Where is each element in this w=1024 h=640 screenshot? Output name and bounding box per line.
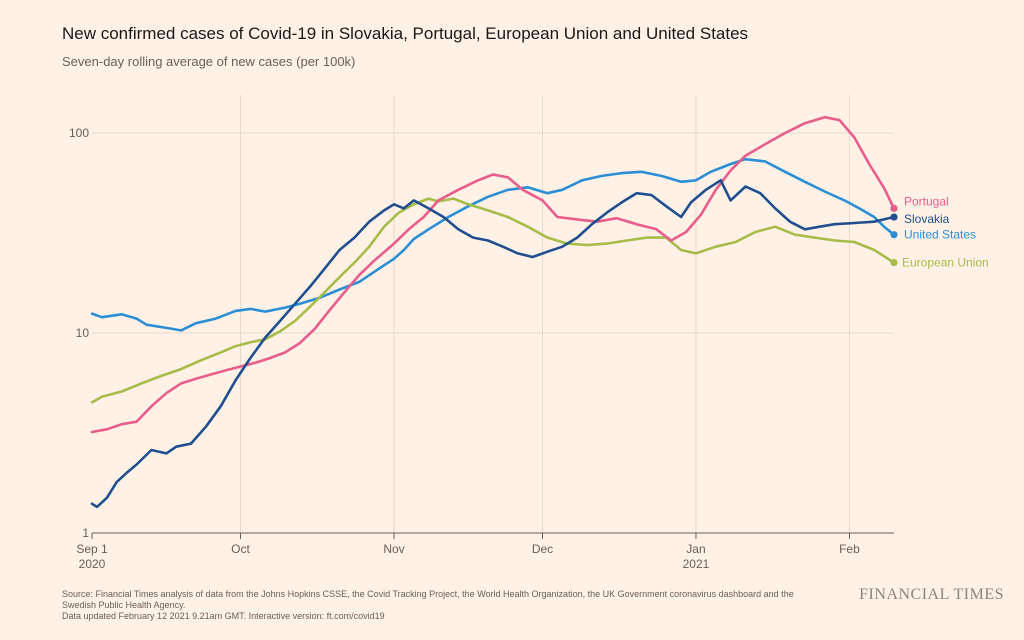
chart-title: New confirmed cases of Covid-19 in Slova… — [62, 24, 749, 43]
ft-logo: FINANCIAL TIMES — [859, 586, 1004, 603]
series-layer — [90, 115, 898, 509]
source-line-3: Data updated February 12 2021 9.21am GMT… — [62, 611, 385, 621]
x-tick-sublabel: 2020 — [79, 557, 106, 571]
series-line-slovakia — [90, 179, 896, 509]
x-tick-label: Jan — [686, 542, 705, 556]
series-end-dot-united-states — [890, 231, 898, 239]
series-label-slovakia: Slovakia — [904, 212, 950, 226]
label-layer: United States European Union Portugal Slova… — [902, 194, 989, 269]
series-label-united-states: United States — [904, 228, 976, 242]
x-tick-label: Dec — [532, 542, 553, 556]
source-line-1: Source: Financial Times analysis of data… — [62, 589, 794, 599]
series-end-dot-portugal — [890, 204, 898, 212]
x-tick-sublabel: 2021 — [683, 557, 710, 571]
y-tick-label: 10 — [76, 326, 90, 340]
series-end-dot-european-union — [890, 258, 898, 267]
series-end-dot-slovakia — [890, 213, 898, 221]
y-tick-label: 100 — [69, 126, 89, 140]
y-tick-label: 1 — [82, 526, 89, 540]
x-tick-label: Sep 1 — [76, 542, 108, 556]
grid-layer — [92, 95, 894, 533]
chart-subtitle: Seven-day rolling average of new cases (… — [62, 54, 356, 69]
series-line-european-union — [90, 197, 896, 404]
x-tick-label: Nov — [383, 542, 404, 556]
series-line-united-states — [90, 157, 896, 332]
series-label-european-union: European Union — [902, 256, 989, 270]
x-tick-label: Feb — [839, 542, 860, 556]
series-label-portugal: Portugal — [904, 194, 949, 208]
series-line-portugal — [90, 115, 896, 434]
x-tick-label: Oct — [231, 542, 250, 556]
source-line-2: Swedish Public Health Agency. — [62, 600, 186, 610]
source-note: Source: Financial Times analysis of data… — [62, 589, 852, 622]
